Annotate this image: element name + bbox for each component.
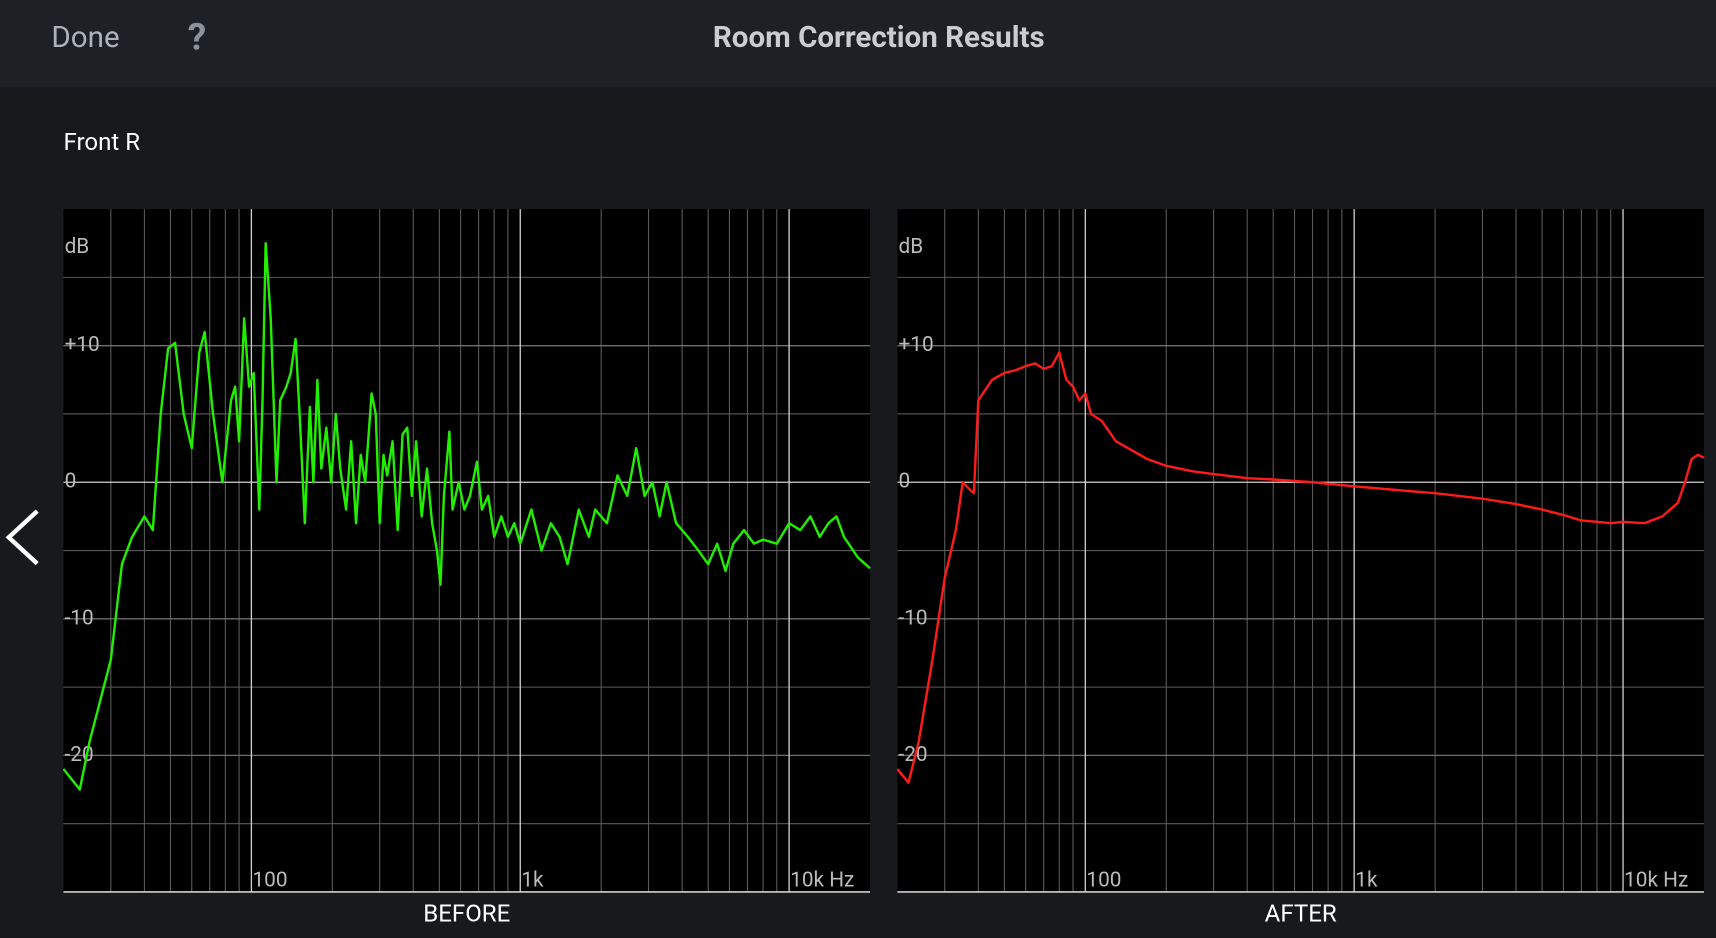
y-tick-label: -10 xyxy=(65,606,94,630)
x-tick-label: 1k xyxy=(1355,869,1378,893)
y-axis-label: dB xyxy=(898,235,923,259)
header-bar xyxy=(0,0,1716,88)
chart-title: BEFORE xyxy=(423,899,510,927)
y-tick-label: -10 xyxy=(898,606,927,630)
chart-title: AFTER xyxy=(1265,899,1337,927)
help-button[interactable]: ? xyxy=(188,15,207,59)
channel-label: Front R xyxy=(63,128,140,156)
y-tick-label: 0 xyxy=(65,470,77,494)
page-title: Room Correction Results xyxy=(713,21,1045,55)
y-tick-label: +10 xyxy=(898,333,933,357)
x-tick-label: 100 xyxy=(252,869,287,893)
response-line xyxy=(62,242,871,791)
x-tick-label: 10k Hz xyxy=(1624,869,1688,893)
back-arrow[interactable] xyxy=(5,509,39,566)
x-tick-label: 10k Hz xyxy=(790,869,854,893)
done-button[interactable]: Done xyxy=(51,21,119,55)
y-tick-label: +10 xyxy=(65,333,100,357)
y-tick-label: 0 xyxy=(898,470,910,494)
x-tick-label: 100 xyxy=(1086,869,1121,893)
x-tick-label: 1k xyxy=(521,869,544,893)
y-axis-label: dB xyxy=(65,235,90,259)
response-line xyxy=(896,351,1705,784)
